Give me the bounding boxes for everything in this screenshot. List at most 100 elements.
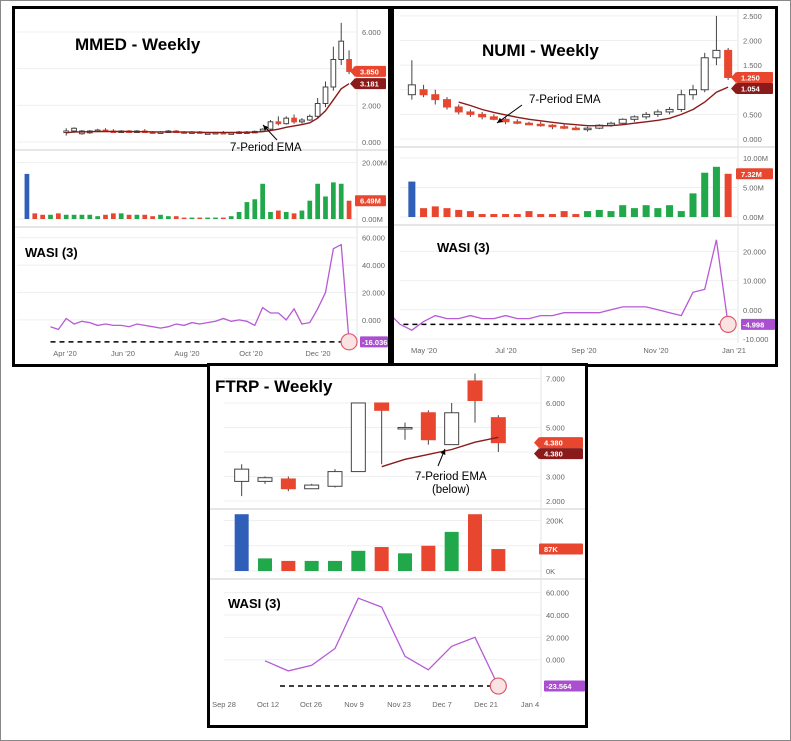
ftrp-chart-title: FTRP - Weekly [215, 377, 333, 396]
numi-wasi-label: WASI (3) [437, 240, 490, 255]
numi-candle [454, 106, 463, 113]
numi-volume-bar [701, 172, 709, 217]
mmed-x-tick-label: Oct '20 [239, 349, 263, 358]
numi-chart-svg: 2.5002.0001.5001.0000.5000.0001.2501.054… [394, 9, 775, 355]
numi-volume-bar [560, 211, 568, 217]
ftrp-x-tick-label: Dec 7 [432, 700, 452, 709]
mmed-candle [283, 117, 290, 125]
ftrp-candle [420, 412, 436, 441]
mmed-volume-bar [268, 211, 273, 219]
numi-volume-bar [630, 208, 638, 217]
ftrp-price-badge-text: 4.380 [544, 450, 563, 459]
numi-volume-tick-label: 10.00M [743, 154, 768, 163]
mmed-volume-bar [291, 213, 297, 219]
numi-volume-bar [689, 193, 697, 217]
mmed-volume-badge-text: 6.49M [360, 197, 381, 206]
numi-ema-label: 7-Period EMA [529, 94, 601, 106]
numi-volume-bar [420, 208, 428, 217]
mmed-volume-bar [158, 214, 163, 219]
mmed-wasi-tick-label: 20.000 [362, 289, 385, 298]
mmed-volume-bar [236, 211, 242, 219]
ftrp-wasi-badge-text: -23.564 [546, 682, 572, 691]
numi-candle [442, 99, 452, 108]
mmed-volume-bar [221, 217, 226, 219]
numi-price-badge-pointer [731, 82, 736, 94]
numi-candle [478, 113, 487, 118]
mmed-volume-bar [228, 216, 234, 219]
mmed-candle [299, 119, 305, 123]
ftrp-candle [327, 471, 343, 487]
ftrp-candle [304, 484, 320, 490]
mmed-volume-bar [142, 214, 148, 219]
numi-wasi-tick-label: 0.000 [743, 306, 762, 315]
mmed-volume-bar [40, 214, 45, 219]
mmed-candle [338, 40, 345, 61]
ftrp-price-tick-label: 7.000 [546, 374, 565, 383]
numi-price-badge-pointer [731, 71, 736, 83]
ftrp-price-tick-label: 3.000 [546, 472, 565, 481]
numi-candle [466, 111, 475, 115]
mmed-volume-bar [307, 200, 313, 219]
mmed-volume-bar [276, 210, 281, 219]
mmed-candle [267, 121, 274, 130]
mmed-volume-bar [260, 183, 265, 219]
mmed-volume-bar [252, 199, 258, 219]
mmed-volume-tick-label: 0.00M [362, 215, 383, 224]
numi-price-tick-label: 2.500 [743, 12, 762, 21]
ftrp-x-tick-label: Dec 21 [474, 700, 498, 709]
numi-ema-line [458, 86, 729, 127]
numi-chart-panel: 2.5002.0001.5001.0000.5000.0001.2501.054… [391, 6, 778, 367]
numi-volume-bar [595, 209, 603, 217]
mmed-ema-label: 7-Period EMA [230, 142, 302, 154]
numi-volume-bar [490, 214, 498, 217]
ftrp-volume-tick-label: 200K [546, 517, 564, 526]
mmed-volume-bar [283, 211, 289, 219]
numi-price-tick-label: 2.000 [743, 37, 762, 46]
numi-candle [618, 118, 627, 124]
mmed-wasi-tick-label: 60.000 [362, 234, 385, 243]
mmed-volume-bar [111, 213, 116, 219]
numi-price-badge-text: 1.054 [741, 84, 761, 93]
mmed-volume-bar [173, 216, 179, 219]
mmed-volume-bar [181, 217, 187, 219]
mmed-volume-bar [118, 213, 124, 219]
numi-wasi-marker-circle [719, 315, 737, 333]
ftrp-price-badge-pointer [534, 437, 539, 449]
mmed-candle [346, 59, 352, 72]
mmed-volume-bar [189, 217, 195, 219]
ftrp-wasi-tick-label: 40.000 [546, 611, 569, 620]
mmed-volume-bar [87, 214, 93, 219]
ftrp-price-badge [539, 437, 583, 449]
numi-candle [501, 118, 510, 123]
mmed-volume-badge [355, 195, 386, 207]
numi-volume-bar [525, 211, 533, 217]
mmed-volume-bar [56, 213, 61, 219]
numi-x-tick-label: Sep '20 [571, 346, 596, 355]
numi-candle [571, 127, 580, 131]
numi-volume-badge-text: 7.32M [741, 170, 762, 179]
mmed-volume-bar [244, 202, 250, 219]
mmed-volume-bar [126, 214, 132, 219]
mmed-x-tick-label: Apr '20 [53, 349, 77, 358]
numi-candle [407, 84, 416, 96]
ftrp-ema-label: 7-Period EMA (below) [415, 471, 487, 496]
numi-wasi-tick-label: 10.000 [743, 277, 766, 286]
numi-candle [630, 116, 639, 120]
numi-volume-bar [537, 214, 545, 217]
ftrp-price-tick-label: 2.000 [546, 497, 565, 506]
ftrp-candle [374, 402, 390, 411]
mmed-wasi-tick-label: 0.000 [362, 316, 381, 325]
numi-volume-bar [478, 214, 486, 217]
mmed-volume-bar [197, 217, 203, 219]
numi-wasi-badge-text: -4.998 [743, 320, 764, 329]
numi-volume-bar [408, 181, 416, 217]
numi-x-tick-label: Nov '20 [643, 346, 668, 355]
numi-volume-tick-label: 5.00M [743, 183, 764, 192]
ftrp-candle [397, 426, 413, 430]
mmed-volume-bar [48, 214, 53, 219]
numi-wasi-tick-label: -10.000 [743, 335, 768, 344]
numi-candle [431, 94, 440, 101]
ftrp-price-tick-label: 5.000 [546, 423, 565, 432]
numi-candle [688, 89, 698, 96]
numi-candle [665, 108, 674, 113]
